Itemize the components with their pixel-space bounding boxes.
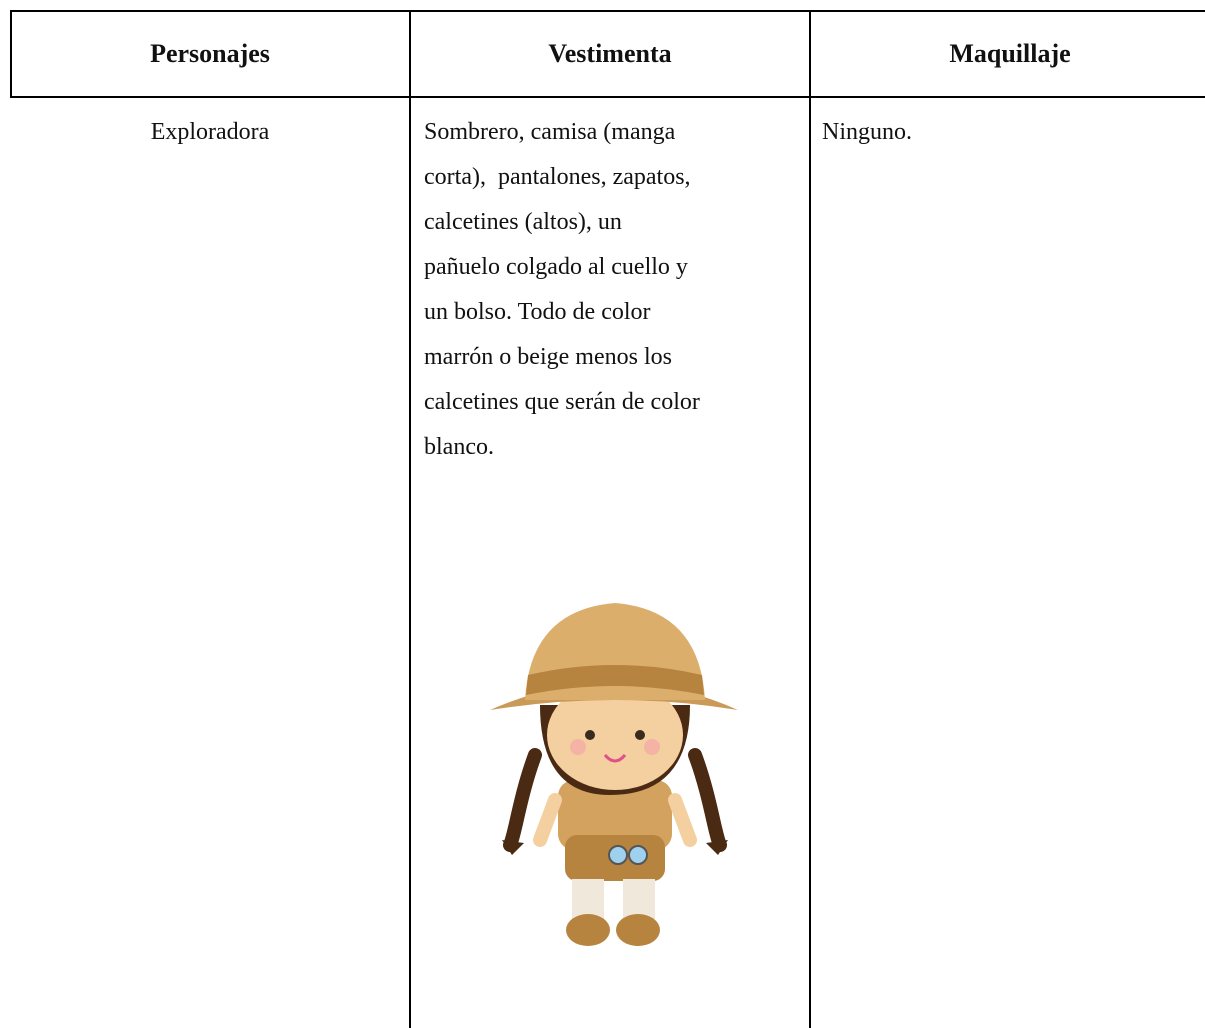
text-line: Sombrero, camisa (manga [424,119,676,145]
explorer-illustration [490,603,738,946]
text-line: calcetines que serán de color [424,389,700,415]
text-line: calcetines (altos), un [424,209,622,235]
header-cell: Maquillaje [949,38,1071,68]
header-cell: Vestimenta [548,38,672,68]
text-line: blanco. [424,434,494,460]
table-border [809,10,811,1028]
table-border [409,10,411,1028]
table-cell: Ninguno. [822,119,912,145]
text-line: corta), pantalones, zapatos, [424,164,691,190]
table-border [10,96,1205,98]
text-line: marrón o beige menos los [424,344,672,370]
table-cell: Sombrero, camisa (manga corta), pantalone… [424,110,700,470]
text-line: pañuelo colgado al cuello y [424,254,688,280]
text-line: un bolso. Todo de color [424,299,651,325]
table-cell: Exploradora [150,119,270,145]
header-cell: Personajes [150,38,270,68]
table-border [10,10,12,98]
table-border [10,10,1205,12]
